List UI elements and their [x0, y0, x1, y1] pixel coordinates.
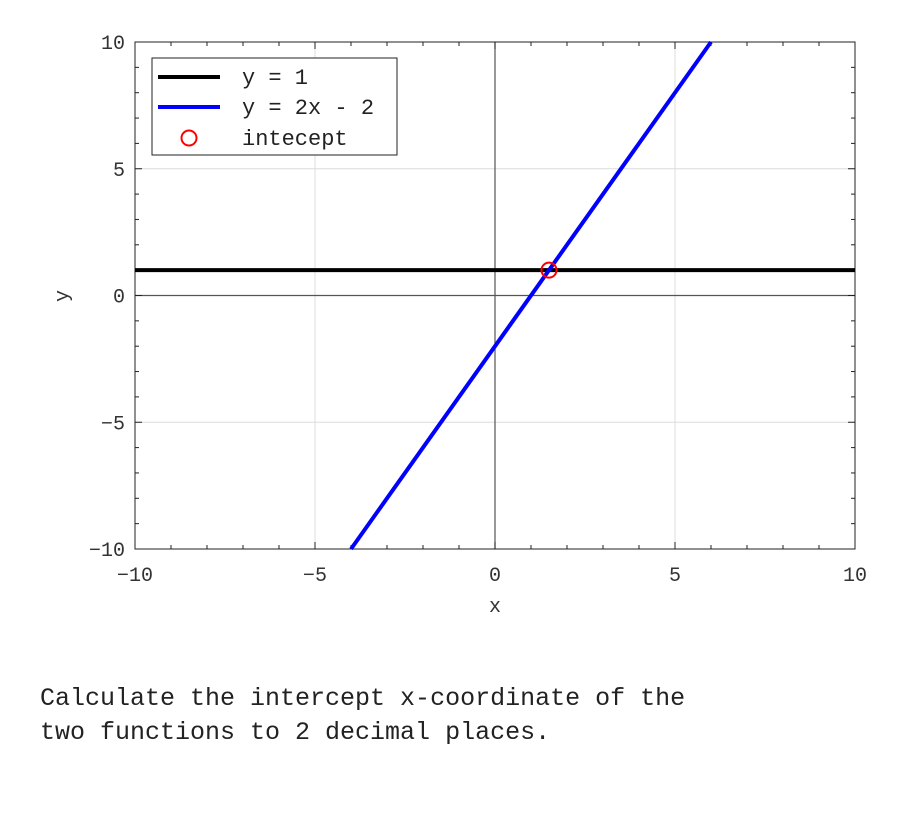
x-tick-label: 0: [489, 565, 501, 588]
legend-label-y1: y = 1: [242, 66, 308, 91]
x-tick-label: −5: [303, 565, 327, 588]
question-text: Calculate the intercept x-coordinate of …: [40, 684, 686, 747]
x-tick-label: 5: [669, 565, 681, 588]
series-marks: [135, 40, 855, 551]
legend-marker-intercept: [180, 129, 198, 147]
legend: y = 1 y = 2x - 2 intecept: [151, 57, 398, 156]
intercept-point: [540, 261, 558, 279]
y-axis-label: y: [52, 290, 75, 302]
y-tick-label: 5: [113, 160, 125, 183]
x-axis-label: x: [489, 596, 501, 619]
series-line-1: [349, 40, 713, 551]
x-tick-label: −10: [117, 565, 153, 588]
y-tick-label: −5: [101, 413, 125, 436]
y-tick-label: −10: [89, 540, 125, 563]
x-tick-label: 10: [843, 565, 867, 588]
tick-labels: −10 −5 0 5 10 −10 −5 0 5 10: [89, 33, 867, 588]
legend-label-line: y = 2x - 2: [242, 96, 374, 121]
y-tick-label: 10: [101, 33, 125, 56]
y-tick-label: 0: [113, 287, 125, 310]
legend-label-intercept: intecept: [242, 127, 348, 152]
